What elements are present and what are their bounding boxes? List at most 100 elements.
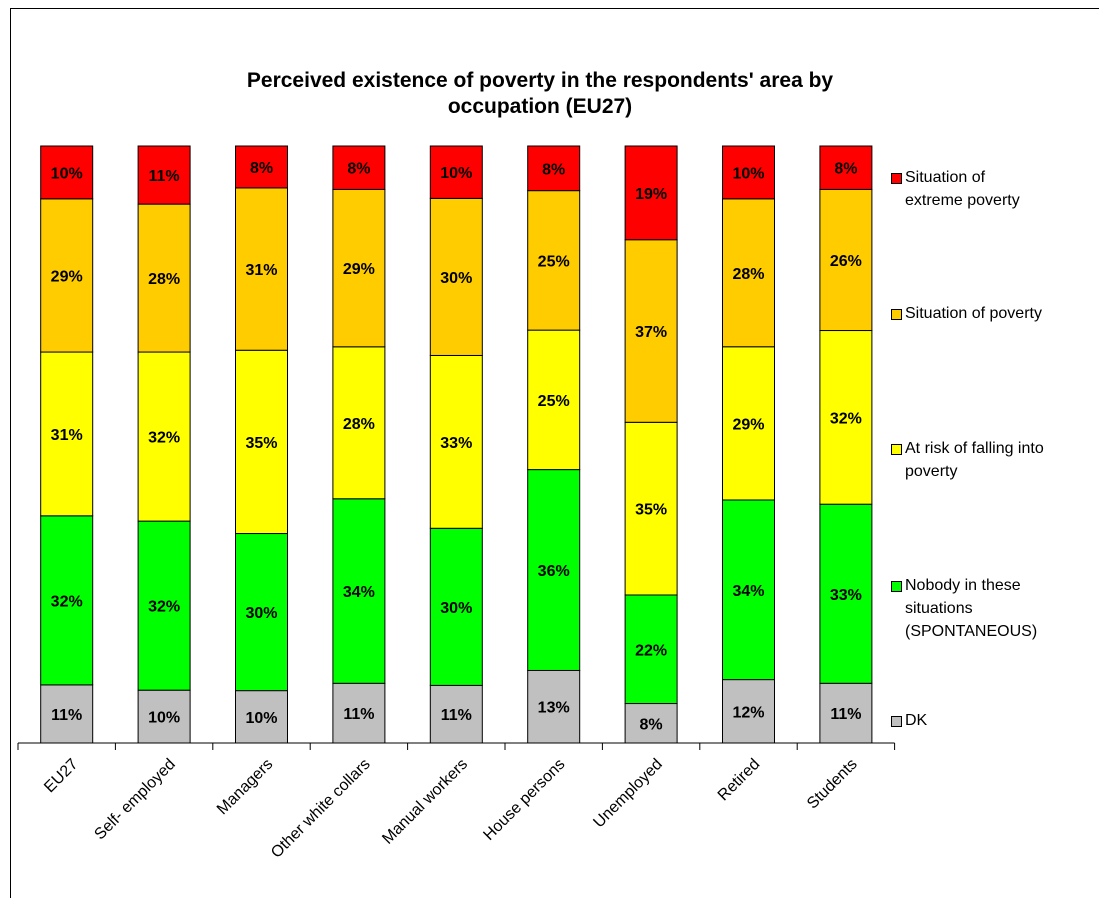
bar-segment	[235, 533, 288, 692]
x-tick-label: Manual workers	[379, 756, 471, 848]
data-label: 8%	[347, 161, 370, 178]
chart-frame	[10, 8, 1099, 898]
data-label: 28%	[343, 416, 375, 433]
bar-segment	[624, 239, 678, 423]
data-label: 10%	[245, 710, 277, 727]
bar-segment	[332, 346, 386, 500]
bar-segment	[332, 498, 386, 684]
data-label: 28%	[148, 271, 180, 288]
bar-segment	[332, 188, 386, 348]
data-label: 31%	[245, 262, 277, 279]
data-label: 30%	[440, 600, 472, 617]
bar-segment	[819, 145, 873, 190]
data-label: 32%	[51, 593, 83, 610]
chart-title: Perceived existence of poverty in the re…	[246, 69, 834, 118]
bar-segment	[819, 188, 873, 332]
data-label: 8%	[640, 716, 663, 733]
legend-swatch	[891, 173, 902, 184]
data-label: 25%	[538, 253, 570, 270]
data-label: 29%	[732, 416, 764, 433]
bar-segment	[429, 197, 483, 356]
bar-segment	[40, 145, 94, 200]
bar-segment	[137, 520, 191, 691]
legend-label: At risk of falling into poverty	[905, 440, 1044, 480]
bar-segment	[137, 689, 191, 744]
bar-segment	[624, 594, 678, 705]
data-label: 30%	[440, 270, 472, 287]
data-label: 29%	[51, 268, 83, 285]
data-label: 30%	[245, 605, 277, 622]
data-label: 29%	[343, 261, 375, 278]
data-label: 35%	[635, 502, 667, 519]
bar-segment	[429, 684, 483, 744]
bar-segment	[137, 351, 191, 522]
bar-segment	[527, 145, 581, 192]
legend-swatch	[891, 444, 902, 455]
bar-segment	[527, 190, 581, 331]
x-tick-label: Unemployed	[590, 756, 666, 832]
bar-segment	[137, 145, 191, 205]
bar-segment	[722, 499, 775, 681]
bar-segment	[235, 349, 288, 535]
data-label: 25%	[538, 393, 570, 410]
legend-label: Situation of extreme poverty	[905, 169, 1020, 209]
data-label: 11%	[441, 707, 472, 724]
bar-segment	[40, 515, 94, 686]
data-label: 13%	[538, 700, 570, 717]
data-label: 34%	[343, 584, 375, 601]
data-label: 12%	[732, 704, 764, 721]
data-label: 11%	[830, 706, 861, 723]
legend-swatch	[891, 716, 902, 727]
data-label: 33%	[440, 435, 472, 452]
x-tick-label: Managers	[214, 756, 276, 818]
x-tick-label: Other white collars	[268, 756, 374, 862]
data-label: 8%	[250, 160, 273, 177]
bar-segment	[235, 187, 288, 351]
bar-segment	[40, 198, 94, 353]
x-tick-label: EU27	[41, 756, 81, 796]
x-tick-label: Retired	[715, 756, 763, 804]
data-label: 10%	[51, 165, 83, 182]
bar-segment	[332, 682, 386, 744]
bar-segment	[819, 682, 873, 744]
bar-segment	[429, 527, 483, 686]
data-label: 11%	[51, 707, 82, 724]
bar-segment	[235, 690, 288, 744]
x-tick-label: House persons	[480, 756, 568, 844]
bar-segment	[429, 145, 483, 199]
data-label: 10%	[440, 165, 472, 182]
bar-segment	[819, 330, 873, 505]
data-label: 37%	[635, 324, 667, 341]
bar-segment	[527, 669, 581, 744]
legend-swatch	[891, 309, 902, 320]
data-label: 31%	[51, 427, 83, 444]
data-label: 10%	[732, 165, 764, 182]
bar-segment	[722, 346, 775, 501]
data-label: 26%	[830, 253, 862, 270]
bar-segment	[332, 145, 386, 190]
bar-segment	[429, 354, 483, 529]
data-label: 32%	[148, 599, 180, 616]
bar-segment	[624, 145, 678, 241]
bar-segment	[235, 145, 288, 189]
bar-segment	[624, 421, 678, 596]
bar-segment	[722, 198, 775, 348]
legend-label: DK	[905, 712, 928, 729]
bar-segment	[40, 351, 94, 517]
bar-segment	[722, 145, 775, 200]
data-label: 11%	[343, 706, 374, 723]
data-label: 11%	[149, 168, 180, 185]
legend-label: Situation of poverty	[905, 305, 1042, 322]
data-label: 32%	[830, 410, 862, 427]
data-label: 28%	[732, 266, 764, 283]
data-label: 34%	[732, 583, 764, 600]
data-label: 35%	[245, 435, 277, 452]
data-label: 33%	[830, 587, 862, 604]
legend-swatch	[891, 581, 902, 592]
bar-segment	[137, 203, 191, 353]
legend-label: Nobody in these situations (SPONTANEOUS)	[905, 577, 1038, 640]
x-tick-label: Students	[804, 756, 861, 813]
data-label: 32%	[148, 430, 180, 447]
